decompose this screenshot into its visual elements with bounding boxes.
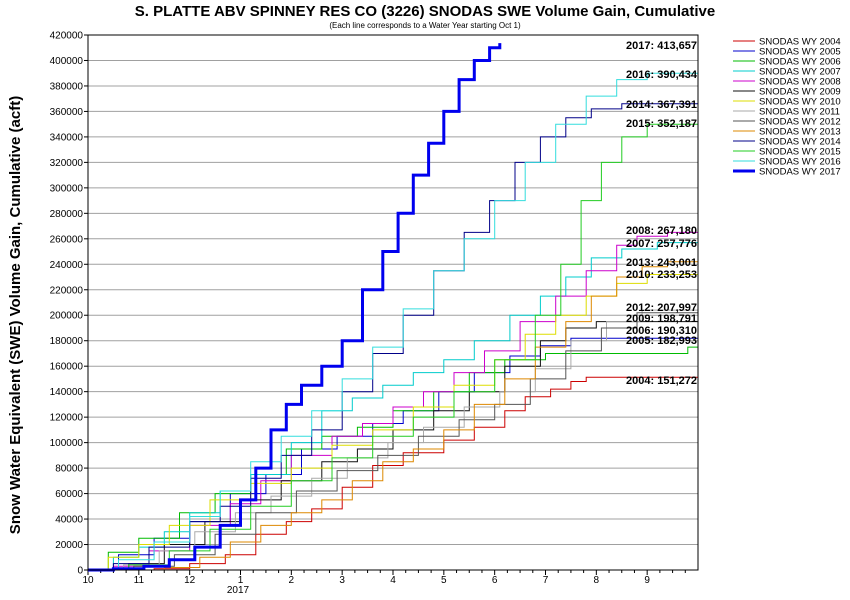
end-label: 2010: 233,253	[626, 269, 697, 281]
y-tick-label: 260000	[50, 234, 84, 245]
x-tick-label: 12	[184, 575, 196, 586]
legend-entry: SNODAS WY 2012	[759, 117, 841, 128]
end-label: 2017: 413,657	[626, 40, 697, 52]
y-tick-label: 380000	[50, 81, 84, 92]
legend-entry: SNODAS WY 2004	[759, 37, 841, 48]
y-tick-label: 180000	[50, 336, 84, 347]
y-tick-label: 240000	[50, 260, 84, 271]
legend-entry: SNODAS WY 2005	[759, 47, 841, 58]
y-tick-label: 420000	[50, 31, 84, 42]
plot-frame	[87, 34, 699, 571]
y-tick-label: 300000	[50, 183, 84, 194]
end-label: 2016: 390,434	[626, 69, 698, 81]
end-label: 2009: 198,791	[626, 313, 697, 325]
series-line-snodas-wy-2013	[88, 260, 699, 571]
end-label: 2005: 182,993	[626, 335, 697, 347]
y-tick-label: 100000	[50, 438, 84, 449]
legend-entry: SNODAS WY 2011	[759, 107, 840, 118]
end-label: 2006: 190,310	[626, 325, 697, 337]
x-tick-label: 11	[134, 575, 145, 586]
legend-entry: SNODAS WY 2009	[759, 87, 841, 98]
y-tick-label: 0	[77, 566, 83, 577]
x-tick-label: 3	[339, 575, 345, 586]
y-tick-label: 60000	[55, 489, 83, 500]
legend-entry: SNODAS WY 2014	[759, 137, 841, 148]
y-tick-label: 80000	[55, 464, 83, 475]
y-tick-label: 120000	[50, 413, 84, 424]
x-tick-label: 10	[82, 575, 94, 586]
y-tick-label: 160000	[50, 362, 84, 373]
x-tick-label: 7	[543, 575, 549, 586]
series-line-snodas-wy-2016	[88, 72, 699, 571]
x-tick-label: 2	[289, 575, 295, 586]
chart-subtitle: (Each line corresponds to a Water Year s…	[329, 21, 521, 30]
legend-entry: SNODAS WY 2017	[759, 167, 841, 178]
y-tick-label: 200000	[50, 311, 84, 322]
x-year-label: 2017	[227, 585, 250, 596]
series-line-snodas-wy-2006	[88, 343, 699, 571]
y-tick-label: 220000	[50, 285, 84, 296]
x-tick-label: 6	[492, 575, 498, 586]
series-line-snodas-wy-2012	[88, 307, 699, 571]
end-label: 2015: 352,187	[626, 118, 697, 130]
plot-area: 0 20000 40000 60000 80000 100000 120000 140000 1…	[50, 31, 699, 586]
end-label: 2012: 207,997	[626, 302, 697, 314]
x-tick-label: 5	[441, 575, 447, 586]
legend-entry: SNODAS WY 2016	[759, 157, 841, 168]
x-tick-label: 8	[594, 575, 600, 586]
legend-entry: SNODAS WY 2008	[759, 77, 841, 88]
y-tick-label: 20000	[55, 540, 83, 551]
legend-entry: SNODAS WY 2010	[759, 97, 841, 108]
y-tick-label: 140000	[50, 387, 84, 398]
y-tick-label: 280000	[50, 209, 84, 220]
y-tick-label: 40000	[55, 515, 83, 526]
y-tick-label: 360000	[50, 107, 84, 118]
series-line-snodas-wy-2011	[88, 305, 699, 571]
series-line-snodas-wy-2017	[88, 43, 502, 572]
end-label: 2014: 367,391	[626, 99, 697, 111]
y-tick-label: 400000	[50, 56, 84, 67]
chart-title: S. PLATTE ABV SPINNEY RES CO (3226) SNOD…	[135, 3, 715, 20]
legend-entry: SNODAS WY 2013	[759, 127, 841, 138]
x-tick-label: 9	[644, 575, 650, 586]
y-tick-label: 320000	[50, 158, 84, 169]
end-label: 2004: 151,272	[626, 375, 697, 387]
series-line-snodas-wy-2015	[88, 121, 699, 571]
plot-background	[88, 35, 698, 570]
legend-entry: SNODAS WY 2015	[759, 147, 841, 158]
x-tick-label: 1	[238, 575, 244, 586]
end-label: 2013: 243,001	[626, 257, 697, 269]
end-label: 2007: 257,776	[626, 238, 697, 250]
y-tick-label: 340000	[50, 132, 84, 143]
legend-entry: SNODAS WY 2007	[759, 67, 841, 78]
series-line-snodas-wy-2004	[88, 376, 698, 571]
legend-entry: SNODAS WY 2006	[759, 57, 841, 68]
end-label: 2008: 267,180	[626, 225, 697, 237]
x-tick-label: 4	[390, 575, 396, 586]
y-axis-label: Snow Water Equivalent (SWE) Volume Gain,…	[7, 96, 24, 534]
